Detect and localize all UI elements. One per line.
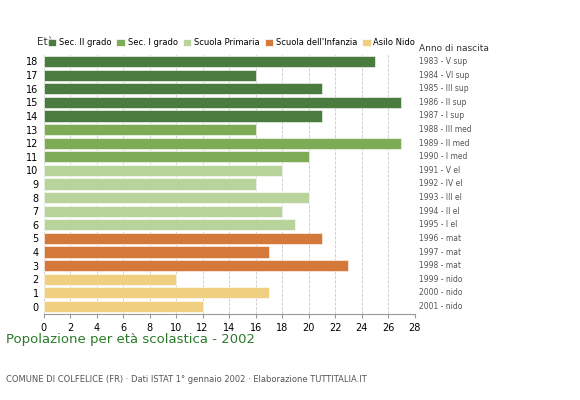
Text: 1990 - I med: 1990 - I med	[419, 152, 467, 161]
Bar	[44, 246, 269, 258]
Text: 1998 - mat: 1998 - mat	[419, 261, 461, 270]
Bar	[44, 138, 401, 149]
Bar	[44, 56, 375, 67]
Text: 1993 - III el: 1993 - III el	[419, 193, 462, 202]
Text: Popolazione per età scolastica - 2002: Popolazione per età scolastica - 2002	[6, 333, 255, 346]
Legend: Sec. II grado, Sec. I grado, Scuola Primaria, Scuola dell'Infanzia, Asilo Nido: Sec. II grado, Sec. I grado, Scuola Prim…	[48, 38, 415, 47]
Text: 1986 - II sup: 1986 - II sup	[419, 98, 467, 107]
Text: 1988 - III med: 1988 - III med	[419, 125, 472, 134]
Text: 1983 - V sup: 1983 - V sup	[419, 57, 467, 66]
Text: Anno di nascita: Anno di nascita	[419, 44, 489, 53]
Bar	[44, 192, 309, 203]
Text: COMUNE DI COLFELICE (FR) · Dati ISTAT 1° gennaio 2002 · Elaborazione TUTTITALIA.: COMUNE DI COLFELICE (FR) · Dati ISTAT 1°…	[6, 375, 367, 384]
Bar	[44, 178, 256, 190]
Bar	[44, 233, 322, 244]
Bar	[44, 124, 256, 135]
Bar	[44, 110, 322, 122]
Text: 2000 - nido: 2000 - nido	[419, 288, 463, 298]
Text: 1994 - II el: 1994 - II el	[419, 207, 460, 216]
Text: 2001 - nido: 2001 - nido	[419, 302, 463, 311]
Text: 1995 - I el: 1995 - I el	[419, 220, 458, 229]
Bar	[44, 165, 282, 176]
Text: 1989 - II med: 1989 - II med	[419, 139, 470, 148]
Bar	[44, 97, 401, 108]
Text: 1984 - VI sup: 1984 - VI sup	[419, 70, 470, 80]
Text: 1996 - mat: 1996 - mat	[419, 234, 462, 243]
Bar	[44, 70, 256, 81]
Text: 1997 - mat: 1997 - mat	[419, 248, 462, 256]
Bar	[44, 206, 282, 217]
Text: 1991 - V el: 1991 - V el	[419, 166, 461, 175]
Bar	[44, 260, 349, 271]
Bar	[44, 274, 176, 285]
Text: 1999 - nido: 1999 - nido	[419, 275, 463, 284]
Text: 1992 - IV el: 1992 - IV el	[419, 180, 463, 188]
Bar	[44, 287, 269, 298]
Text: 1987 - I sup: 1987 - I sup	[419, 112, 465, 120]
Bar	[44, 219, 295, 230]
Bar	[44, 301, 202, 312]
Bar	[44, 83, 322, 94]
Bar	[44, 151, 309, 162]
Text: 1985 - III sup: 1985 - III sup	[419, 84, 469, 93]
Text: Età: Età	[37, 37, 54, 47]
